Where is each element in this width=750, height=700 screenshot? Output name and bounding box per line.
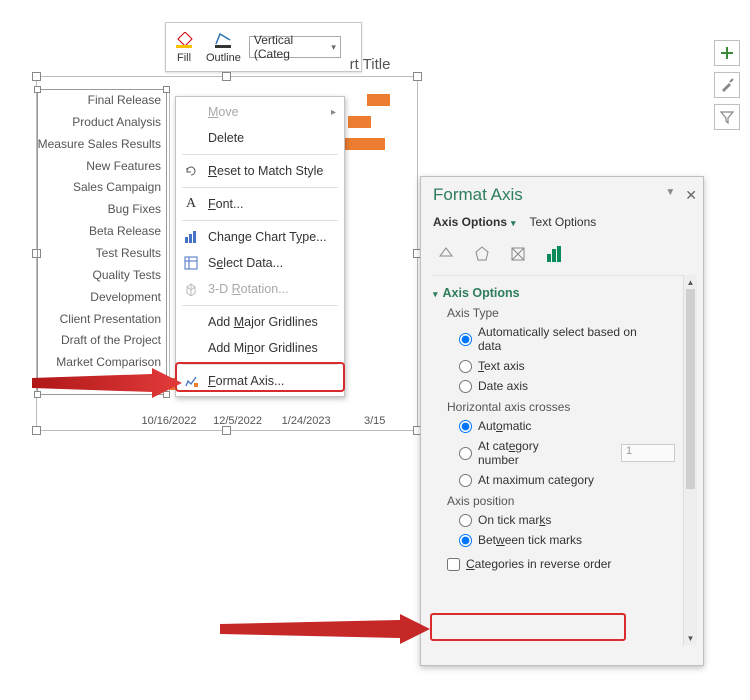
label-axis-type: Axis Type bbox=[433, 302, 683, 322]
section-axis-options[interactable]: Axis Options bbox=[433, 282, 683, 302]
y-axis-labels[interactable]: Final Release Product Analysis Measure Sal… bbox=[37, 89, 165, 396]
bar bbox=[367, 94, 390, 106]
y-axis-label: Client Presentation bbox=[60, 312, 161, 326]
scroll-thumb[interactable] bbox=[686, 289, 695, 489]
ctx-move: Move▸ bbox=[176, 99, 344, 125]
select-data-icon bbox=[182, 254, 200, 272]
pane-body: Axis Options Axis Type Automatically sel… bbox=[433, 275, 683, 645]
outline-icon bbox=[213, 30, 233, 50]
checkbox-reverse-order[interactable] bbox=[447, 558, 460, 571]
chevron-down-icon: ▾ bbox=[331, 42, 336, 53]
selector-value: Vertical (Categ bbox=[254, 33, 331, 61]
y-axis-label: Test Results bbox=[96, 246, 161, 260]
y-axis-label: Quality Tests bbox=[93, 268, 161, 282]
tab-text-options[interactable]: Text Options bbox=[530, 211, 597, 233]
ctx-chart-type[interactable]: Change Chart Type... bbox=[176, 224, 344, 250]
size-properties-icon[interactable] bbox=[505, 241, 531, 267]
y-axis-label: Beta Release bbox=[89, 224, 161, 238]
outline-label: Outline bbox=[206, 52, 241, 64]
y-axis-label: Final Release bbox=[88, 93, 161, 107]
label-crosses: Horizontal axis crosses bbox=[433, 396, 683, 416]
ctx-reset[interactable]: Reset to Match Style bbox=[176, 158, 344, 184]
pane-scrollbar[interactable]: ▲ ▼ bbox=[683, 275, 697, 645]
x-axis-tick: 3/15 bbox=[364, 415, 385, 427]
label-axis-position: Axis position bbox=[433, 490, 683, 510]
radio-date-axis[interactable] bbox=[459, 380, 472, 393]
ctx-minor-gridlines[interactable]: Add Minor Gridlines bbox=[176, 335, 344, 361]
radio-cross-auto[interactable] bbox=[459, 420, 472, 433]
axis-options-icon[interactable] bbox=[541, 241, 567, 267]
resize-handle[interactable] bbox=[32, 72, 41, 81]
radio-text-axis[interactable] bbox=[459, 360, 472, 373]
y-axis-label: Bug Fixes bbox=[108, 202, 161, 216]
chart-filter-button[interactable] bbox=[714, 104, 740, 130]
resize-handle[interactable] bbox=[32, 426, 41, 435]
radio-on-tick[interactable] bbox=[459, 514, 472, 527]
ctx-font[interactable]: A Font... bbox=[176, 191, 344, 217]
y-axis-label: New Features bbox=[86, 159, 161, 173]
ctx-major-gridlines[interactable]: Add Major Gridlines bbox=[176, 309, 344, 335]
cube-icon bbox=[182, 280, 200, 298]
fill-line-icon[interactable] bbox=[433, 241, 459, 267]
x-axis-tick: 10/16/2022 bbox=[141, 415, 196, 427]
red-arrow-2 bbox=[220, 614, 430, 644]
pane-title: Format Axis bbox=[433, 185, 523, 205]
pane-menu-icon[interactable]: ▼ bbox=[665, 187, 675, 204]
y-axis-label: Measure Sales Results bbox=[38, 137, 161, 151]
fill-icon bbox=[174, 30, 194, 50]
chart-type-icon bbox=[182, 228, 200, 246]
font-icon: A bbox=[182, 195, 200, 213]
radio-cross-category[interactable] bbox=[459, 447, 472, 460]
radio-auto[interactable] bbox=[459, 333, 472, 346]
effects-icon[interactable] bbox=[469, 241, 495, 267]
chart-element-selector[interactable]: Vertical (Categ ▾ bbox=[249, 36, 341, 58]
x-axis: 10/16/202212/5/20221/24/20233/15 bbox=[169, 415, 409, 416]
ctx-format-axis[interactable]: Format Axis... bbox=[176, 368, 344, 394]
format-axis-pane: Format Axis ▼ ✕ Axis Options▾ Text Optio… bbox=[420, 176, 704, 666]
x-axis-tick: 12/5/2022 bbox=[213, 415, 262, 427]
radio-cross-max[interactable] bbox=[459, 474, 472, 487]
ctx-select-data[interactable]: Select Data... bbox=[176, 250, 344, 276]
y-axis-label: Development bbox=[90, 290, 161, 304]
radio-between-tick[interactable] bbox=[459, 534, 472, 547]
ctx-delete[interactable]: Delete bbox=[176, 125, 344, 151]
y-axis-label: Product Analysis bbox=[72, 115, 161, 129]
mini-toolbar: Fill Outline Vertical (Categ ▾ bbox=[165, 22, 362, 72]
chart-plus-button[interactable] bbox=[714, 40, 740, 66]
scroll-up-icon[interactable]: ▲ bbox=[684, 275, 697, 289]
y-axis-label: Sales Campaign bbox=[73, 180, 161, 194]
ctx-3d-rotation: 3-D Rotation... bbox=[176, 276, 344, 302]
pane-close-icon[interactable]: ✕ bbox=[685, 187, 697, 204]
x-axis-tick: 1/24/2023 bbox=[282, 415, 331, 427]
resize-handle[interactable] bbox=[222, 72, 231, 81]
resize-handle[interactable] bbox=[413, 72, 422, 81]
outline-button[interactable]: Outline bbox=[202, 28, 245, 66]
fill-button[interactable]: Fill bbox=[170, 28, 198, 66]
bar bbox=[348, 116, 371, 128]
resize-handle[interactable] bbox=[222, 426, 231, 435]
tab-axis-options[interactable]: Axis Options▾ bbox=[433, 211, 516, 233]
category-number-input[interactable]: 1 bbox=[621, 444, 675, 462]
red-arrow-1 bbox=[32, 368, 182, 398]
y-axis-label: Draft of the Project bbox=[61, 333, 161, 347]
scroll-down-icon[interactable]: ▼ bbox=[684, 631, 697, 645]
reset-icon bbox=[182, 162, 200, 180]
fill-label: Fill bbox=[177, 52, 191, 64]
chart-title: rt Title bbox=[350, 56, 391, 73]
chart-brush-button[interactable] bbox=[714, 72, 740, 98]
format-axis-icon bbox=[182, 372, 200, 390]
context-menu: Move▸ Delete Reset to Match Style A Font… bbox=[175, 96, 345, 397]
